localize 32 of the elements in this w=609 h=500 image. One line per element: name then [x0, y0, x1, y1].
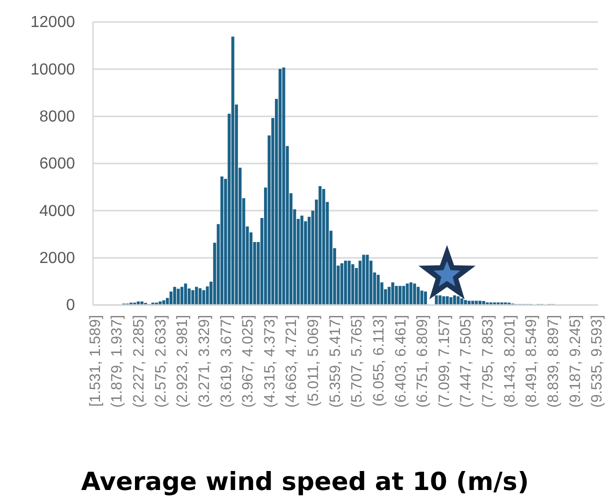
- x-tick-label: (1.879, 1.937]: [108, 315, 126, 408]
- y-tick-label: 6000: [39, 156, 76, 173]
- x-tick-label: (8.839, 8.897]: [544, 315, 562, 408]
- x-tick-label: (8.143, 8.201]: [501, 315, 518, 408]
- x-tick-label: (3.619, 3.677]: [218, 315, 235, 408]
- x-tick-label: (9.187, 9.245]: [566, 315, 584, 408]
- x-tick-label: (7.447, 7.505]: [458, 315, 475, 408]
- x-tick-label: (5.011, 5.069]: [305, 315, 322, 406]
- x-tick-label: (6.403, 6.461]: [392, 315, 410, 408]
- x-tick-label: (4.315, 4.373]: [261, 315, 278, 408]
- x-tick-label: (2.575, 2.633]: [152, 315, 170, 408]
- x-tick-label: (2.923, 2.981]: [174, 315, 192, 408]
- x-tick-label: (5.707, 5.765]: [348, 315, 366, 408]
- x-tick-label: (2.227, 2.285]: [130, 315, 148, 408]
- x-tick-label: (9.535, 9.593]: [588, 315, 606, 408]
- x-tick-label: (7.099, 7.157]: [436, 315, 453, 408]
- x-tick-label: (6.055, 6.113]: [370, 315, 388, 406]
- y-tick-label: 10000: [30, 61, 76, 78]
- x-tick-label: [1.531, 1.589]: [86, 315, 104, 407]
- x-tick-label: (7.795, 7.853]: [480, 315, 497, 408]
- y-tick-label: 8000: [39, 108, 76, 126]
- x-tick-label: (3.967, 4.025]: [240, 315, 257, 408]
- y-tick-label: 12000: [30, 14, 76, 32]
- x-tick-label: (4.663, 4.721]: [283, 315, 300, 408]
- x-tick-label: (5.359, 5.417]: [326, 315, 344, 408]
- x-axis-title: Average wind speed at 10 (m/s): [81, 467, 529, 496]
- y-tick-label: 4000: [39, 202, 76, 220]
- x-tick-label: (8.491, 8.549]: [523, 315, 540, 408]
- x-tick-label: (6.751, 6.809]: [414, 315, 432, 408]
- y-tick-label: 0: [66, 297, 76, 314]
- x-tick-label: (3.271, 3.329]: [196, 315, 213, 408]
- y-tick-label: 2000: [39, 250, 76, 267]
